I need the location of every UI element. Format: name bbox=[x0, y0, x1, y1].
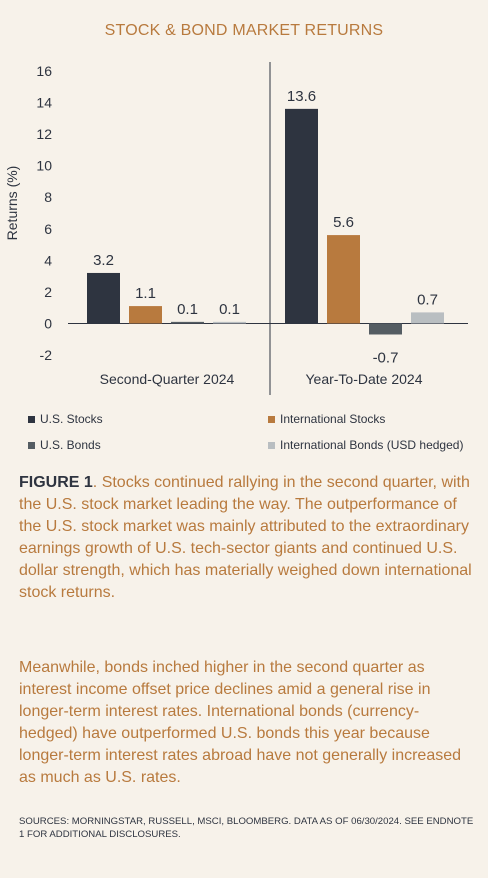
bar bbox=[369, 323, 402, 335]
sources-note: SOURCES: MORNINGSTAR, RUSSELL, MSCI, BLO… bbox=[19, 816, 474, 840]
bar bbox=[285, 108, 318, 324]
y-tick-label: 10 bbox=[36, 158, 52, 174]
y-axis-label: Returns (%) bbox=[4, 166, 20, 241]
legend-label: International Bonds (USD hedged) bbox=[280, 438, 464, 452]
legend-label: U.S. Stocks bbox=[40, 412, 103, 426]
y-tick-label: 2 bbox=[44, 284, 52, 300]
bar-chart: 16 14 12 10 8 6 4 2 0 -2 Returns (%) 3.2 13.6 1.1 5.6 0… bbox=[4, 62, 468, 395]
figure-label: FIGURE 1 bbox=[19, 474, 93, 491]
y-tick-label: 0 bbox=[44, 315, 52, 331]
body-paragraph: Meanwhile, bonds inched higher in the se… bbox=[19, 659, 462, 786]
data-label: 0.7 bbox=[417, 291, 438, 308]
data-label: -0.7 bbox=[373, 349, 399, 366]
y-tick-label: -2 bbox=[40, 347, 53, 363]
legend-item-us-stocks: U.S. Stocks bbox=[28, 412, 103, 426]
data-label: 0.1 bbox=[177, 301, 198, 318]
y-tick-label: 6 bbox=[44, 221, 52, 237]
caption-text: . Stocks continued rallying in the secon… bbox=[19, 474, 472, 601]
category-label: Second-Quarter 2024 bbox=[100, 371, 235, 387]
y-tick-label: 8 bbox=[44, 189, 52, 205]
legend-label: U.S. Bonds bbox=[40, 438, 101, 452]
data-label: 13.6 bbox=[287, 88, 316, 105]
y-tick-label: 12 bbox=[36, 126, 52, 142]
bar bbox=[129, 306, 162, 324]
data-label: 3.2 bbox=[93, 252, 114, 269]
bar bbox=[171, 321, 204, 324]
y-tick-label: 4 bbox=[44, 252, 52, 268]
legend-label: International Stocks bbox=[280, 412, 386, 426]
legend-swatch bbox=[28, 415, 35, 423]
legend-swatch bbox=[268, 441, 275, 449]
bar bbox=[87, 272, 120, 324]
legend-item-international-stocks: International Stocks bbox=[268, 412, 385, 426]
y-tick-label: 14 bbox=[36, 95, 52, 111]
legend-swatch bbox=[28, 441, 35, 449]
chart-title: STOCK & BOND MARKET RETURNS bbox=[104, 22, 384, 39]
bar bbox=[411, 312, 444, 324]
data-label: 1.1 bbox=[135, 285, 156, 302]
y-tick-label: 16 bbox=[36, 63, 52, 79]
bar bbox=[213, 321, 246, 324]
category-label: Year-To-Date 2024 bbox=[305, 371, 422, 387]
bar bbox=[327, 235, 360, 324]
data-label: 5.6 bbox=[333, 214, 354, 231]
data-label: 0.1 bbox=[219, 301, 240, 318]
legend-item-international-bonds: International Bonds (USD hedged) bbox=[268, 438, 463, 452]
figure-caption: FIGURE 1. Stocks continued rallying in t… bbox=[19, 472, 477, 604]
legend-item-us-bonds: U.S. Bonds bbox=[28, 438, 101, 452]
legend-swatch bbox=[268, 415, 275, 423]
